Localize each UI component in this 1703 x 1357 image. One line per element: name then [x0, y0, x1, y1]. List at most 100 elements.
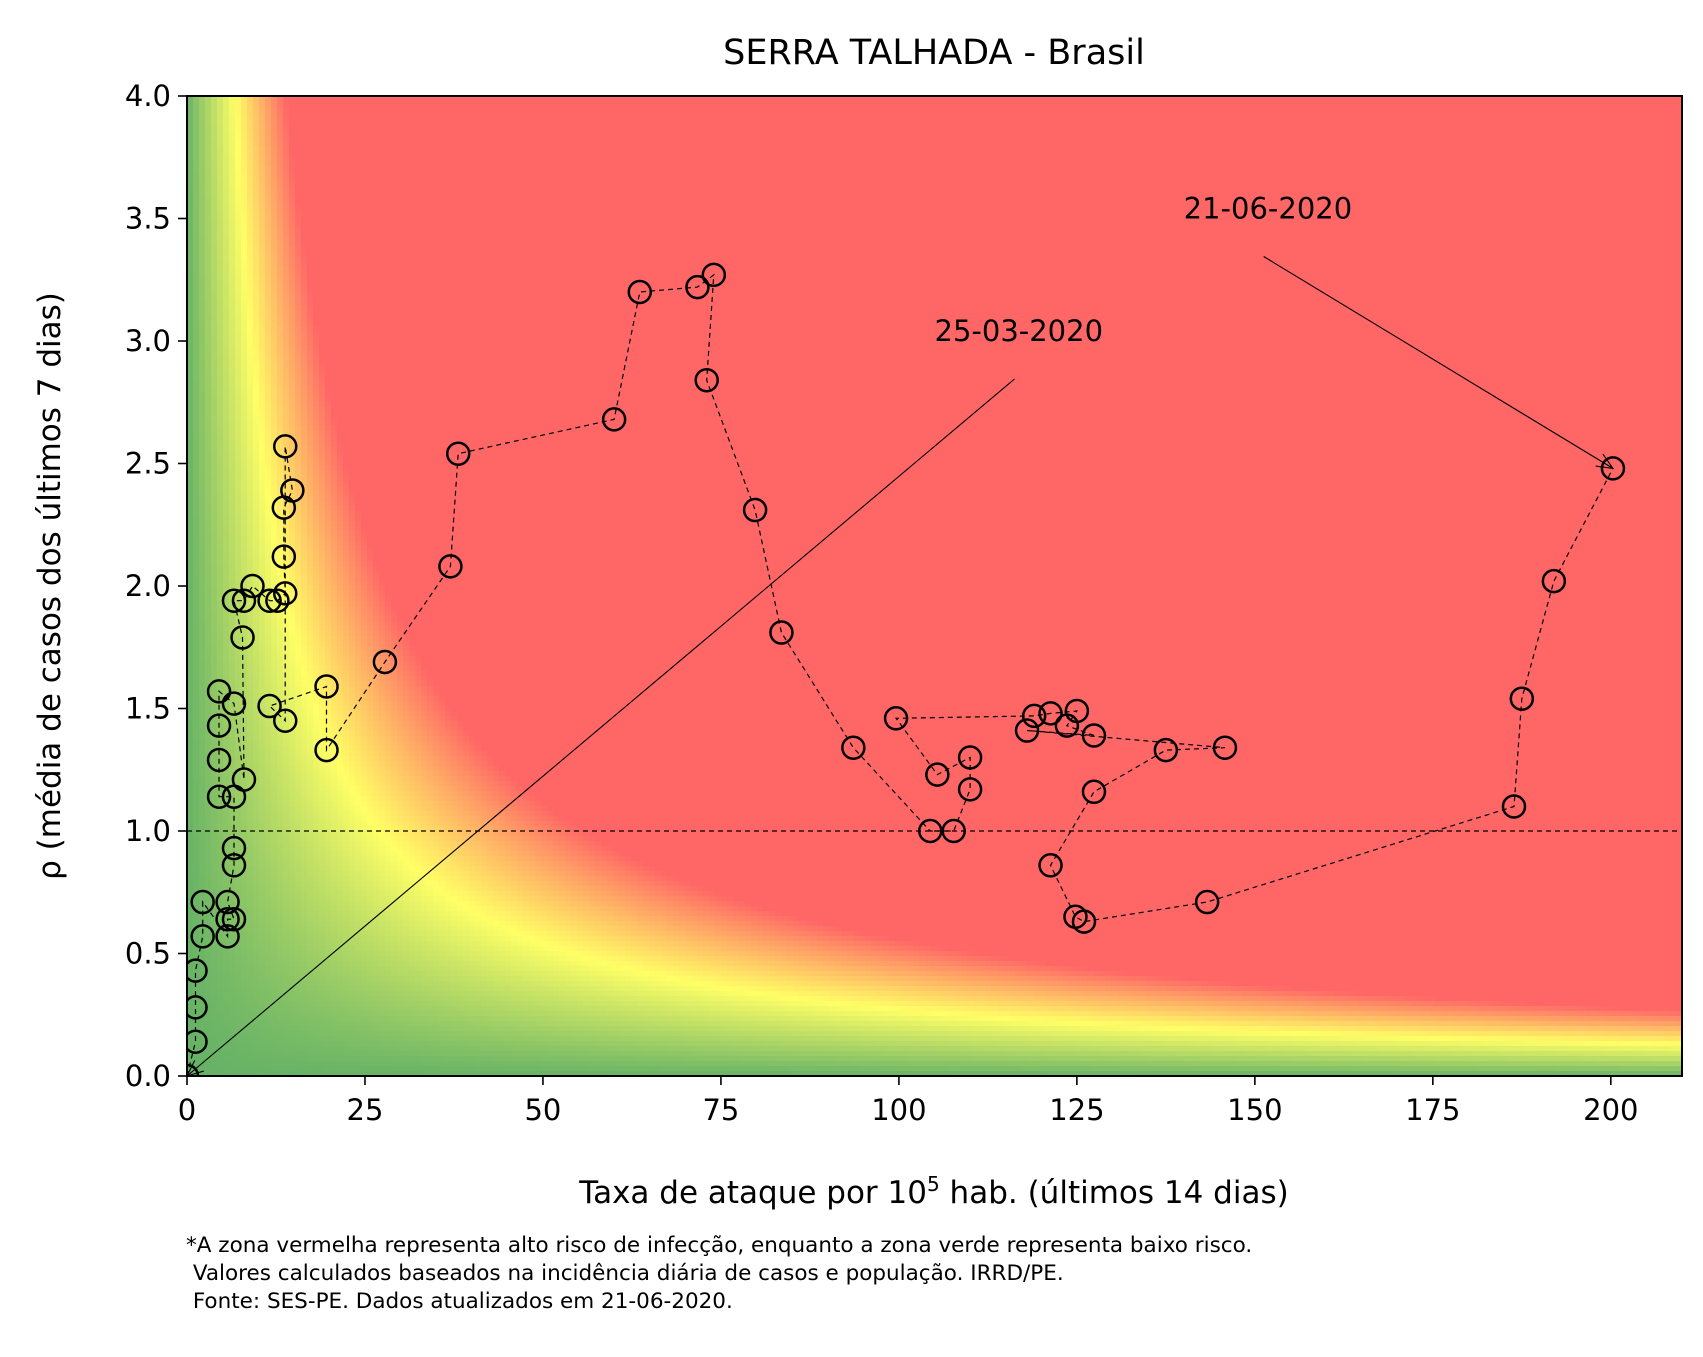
- heatmap-cell: [193, 1021, 200, 1027]
- heatmap-cell: [199, 261, 206, 267]
- heatmap-cell: [193, 166, 200, 172]
- heatmap-cell: [205, 196, 212, 202]
- heatmap-cell: [199, 591, 206, 597]
- heatmap-cell: [205, 371, 212, 377]
- heatmap-cell: [205, 446, 212, 452]
- heatmap-cell: [199, 301, 206, 307]
- heatmap-cell: [205, 466, 212, 472]
- heatmap-cell: [199, 536, 206, 542]
- heatmap-cell: [193, 806, 200, 812]
- heatmap-cell: [205, 186, 212, 192]
- heatmap-cell: [205, 471, 212, 477]
- heatmap-cell: [199, 416, 206, 422]
- heatmap-cell: [199, 336, 206, 342]
- heatmap-cell: [199, 221, 206, 227]
- heatmap-cell: [193, 631, 200, 637]
- heatmap-cell: [193, 426, 200, 432]
- heatmap-cell: [205, 251, 212, 257]
- heatmap-cell: [193, 306, 200, 312]
- heatmap-cell: [199, 131, 206, 137]
- heatmap-cell: [205, 806, 212, 812]
- heatmap-cell: [193, 716, 200, 722]
- heatmap-cell: [199, 696, 206, 702]
- heatmap-cell: [199, 726, 206, 732]
- heatmap-cell: [205, 346, 212, 352]
- heatmap-cell: [193, 731, 200, 737]
- heatmap-cell: [199, 531, 206, 537]
- heatmap-cell: [193, 986, 200, 992]
- heatmap-cell: [199, 306, 206, 312]
- heatmap-cell: [205, 531, 212, 537]
- heatmap-cell: [199, 806, 206, 812]
- heatmap-cell: [193, 106, 200, 112]
- heatmap-cell: [199, 566, 206, 572]
- heatmap-cell: [199, 666, 206, 672]
- heatmap-cell: [193, 271, 200, 277]
- heatmap-cell: [205, 411, 212, 417]
- heatmap-cell: [193, 616, 200, 622]
- heatmap-cell: [199, 226, 206, 232]
- heatmap-cell: [199, 286, 206, 292]
- heatmap-cell: [199, 596, 206, 602]
- heatmap-cell: [193, 696, 200, 702]
- heatmap-cell: [193, 751, 200, 757]
- heatmap-cell: [193, 836, 200, 842]
- heatmap-cell: [193, 311, 200, 317]
- heatmap-cell: [193, 396, 200, 402]
- heatmap-cell: [199, 821, 206, 827]
- heatmap-cell: [205, 116, 212, 122]
- heatmap-cell: [193, 111, 200, 117]
- heatmap-cell: [193, 291, 200, 297]
- heatmap-cell: [205, 271, 212, 277]
- heatmap-cell: [199, 836, 206, 842]
- heatmap-cell: [205, 126, 212, 132]
- heatmap-cell: [199, 256, 206, 262]
- heatmap-cell: [205, 301, 212, 307]
- heatmap-cell: [199, 986, 206, 992]
- heatmap-cell: [193, 101, 200, 107]
- heatmap-cell: [193, 766, 200, 772]
- heatmap-cell: [199, 636, 206, 642]
- heatmap-cell: [199, 711, 206, 717]
- heatmap-cell: [205, 156, 212, 162]
- heatmap-cell: [205, 111, 212, 117]
- heatmap-cell: [199, 866, 206, 872]
- heatmap-cell: [205, 216, 212, 222]
- heatmap-cell: [193, 416, 200, 422]
- heatmap-cell: [193, 971, 200, 977]
- heatmap-cell: [193, 831, 200, 837]
- heatmap-cell: [205, 576, 212, 582]
- heatmap-cell: [199, 166, 206, 172]
- heatmap-cell: [193, 711, 200, 717]
- heatmap-cell: [193, 276, 200, 282]
- heatmap-cell: [199, 771, 206, 777]
- heatmap-cell: [199, 581, 206, 587]
- heatmap-cell: [193, 136, 200, 142]
- heatmap-cell: [193, 641, 200, 647]
- heatmap-cell: [199, 791, 206, 797]
- heatmap-cell: [193, 791, 200, 797]
- heatmap-cell: [193, 361, 200, 367]
- heatmap-cell: [193, 381, 200, 387]
- heatmap-cell: [199, 326, 206, 332]
- heatmap-cell: [205, 586, 212, 592]
- heatmap-cell: [205, 171, 212, 177]
- heatmap-cell: [199, 651, 206, 657]
- heatmap-cell: [193, 861, 200, 867]
- heatmap-cell: [199, 191, 206, 197]
- heatmap-cell: [199, 626, 206, 632]
- heatmap-cell: [193, 231, 200, 237]
- heatmap-cell: [199, 311, 206, 317]
- heatmap-cell: [193, 246, 200, 252]
- heatmap-cell: [205, 326, 212, 332]
- heatmap-cell: [199, 841, 206, 847]
- heatmap-cell: [205, 276, 212, 282]
- heatmap-cell: [205, 641, 212, 647]
- heatmap-cell: [199, 846, 206, 852]
- heatmap-cell: [193, 376, 200, 382]
- heatmap-cell: [199, 411, 206, 417]
- heatmap-cell: [205, 621, 212, 627]
- heatmap-cell: [193, 551, 200, 557]
- heatmap-cell: [199, 561, 206, 567]
- heatmap-cell: [205, 476, 212, 482]
